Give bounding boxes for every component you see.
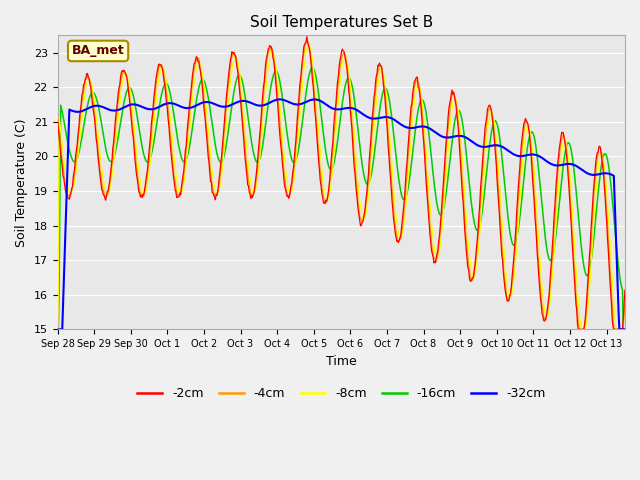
X-axis label: Time: Time bbox=[326, 355, 356, 368]
Y-axis label: Soil Temperature (C): Soil Temperature (C) bbox=[15, 118, 28, 247]
Title: Soil Temperatures Set B: Soil Temperatures Set B bbox=[250, 15, 433, 30]
Text: BA_met: BA_met bbox=[72, 45, 124, 58]
Legend: -2cm, -4cm, -8cm, -16cm, -32cm: -2cm, -4cm, -8cm, -16cm, -32cm bbox=[132, 383, 550, 406]
